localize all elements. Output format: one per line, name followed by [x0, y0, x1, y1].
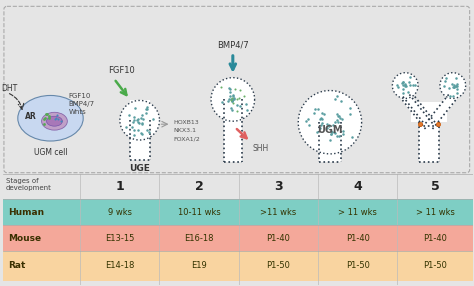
Bar	[3, 199, 473, 225]
Text: BMP4/7: BMP4/7	[68, 101, 94, 107]
Text: P1-40: P1-40	[346, 234, 370, 243]
Circle shape	[211, 78, 255, 121]
Text: BMP4/7: BMP4/7	[217, 41, 249, 50]
Text: 2: 2	[195, 180, 203, 193]
Circle shape	[298, 90, 362, 154]
Text: 5: 5	[430, 180, 439, 193]
Polygon shape	[426, 94, 456, 129]
Circle shape	[440, 73, 465, 98]
Text: > 11 wks: > 11 wks	[416, 208, 455, 217]
Text: P1-40: P1-40	[266, 234, 291, 243]
Text: SHH: SHH	[253, 144, 269, 153]
Text: E16-18: E16-18	[184, 234, 214, 243]
Text: Human: Human	[8, 208, 44, 217]
Text: P1-40: P1-40	[423, 234, 447, 243]
Circle shape	[392, 73, 418, 98]
Text: 3: 3	[274, 180, 283, 193]
Text: E19: E19	[191, 261, 207, 270]
Text: UGM cell: UGM cell	[34, 148, 67, 157]
Bar	[224, 100, 242, 162]
Bar	[130, 100, 150, 160]
Ellipse shape	[46, 116, 63, 126]
Text: Wnts: Wnts	[68, 109, 86, 115]
Bar	[3, 225, 473, 251]
Text: E13-15: E13-15	[105, 234, 135, 243]
Text: 4: 4	[353, 180, 362, 193]
Text: P1-50: P1-50	[266, 261, 291, 270]
Text: FOXA1/2: FOXA1/2	[173, 136, 200, 141]
Text: UGE: UGE	[129, 164, 150, 173]
Text: 1: 1	[116, 180, 124, 193]
Text: Stages of
development: Stages of development	[6, 178, 52, 191]
Bar	[319, 122, 341, 162]
Bar	[3, 251, 473, 281]
Bar	[3, 174, 473, 199]
Bar	[411, 102, 447, 122]
Text: Rat: Rat	[8, 261, 25, 270]
Text: FGF10: FGF10	[108, 66, 135, 75]
Ellipse shape	[18, 96, 83, 141]
Ellipse shape	[42, 112, 67, 130]
Text: 10-11 wks: 10-11 wks	[178, 208, 220, 217]
Text: E14-18: E14-18	[105, 261, 135, 270]
Polygon shape	[402, 94, 432, 129]
Text: HOXB13: HOXB13	[173, 120, 199, 125]
Text: P1-50: P1-50	[423, 261, 447, 270]
Text: Mouse: Mouse	[8, 234, 41, 243]
Text: >11 wks: >11 wks	[260, 208, 297, 217]
Text: P1-50: P1-50	[346, 261, 370, 270]
Text: DHT: DHT	[1, 84, 17, 93]
Text: NKX3.1: NKX3.1	[173, 128, 196, 133]
Text: > 11 wks: > 11 wks	[338, 208, 377, 217]
Text: 9 wks: 9 wks	[108, 208, 132, 217]
Circle shape	[120, 100, 159, 140]
Text: UGM: UGM	[317, 125, 343, 135]
Text: AR: AR	[25, 112, 36, 121]
Text: FGF10: FGF10	[68, 94, 91, 100]
Bar	[419, 122, 439, 162]
